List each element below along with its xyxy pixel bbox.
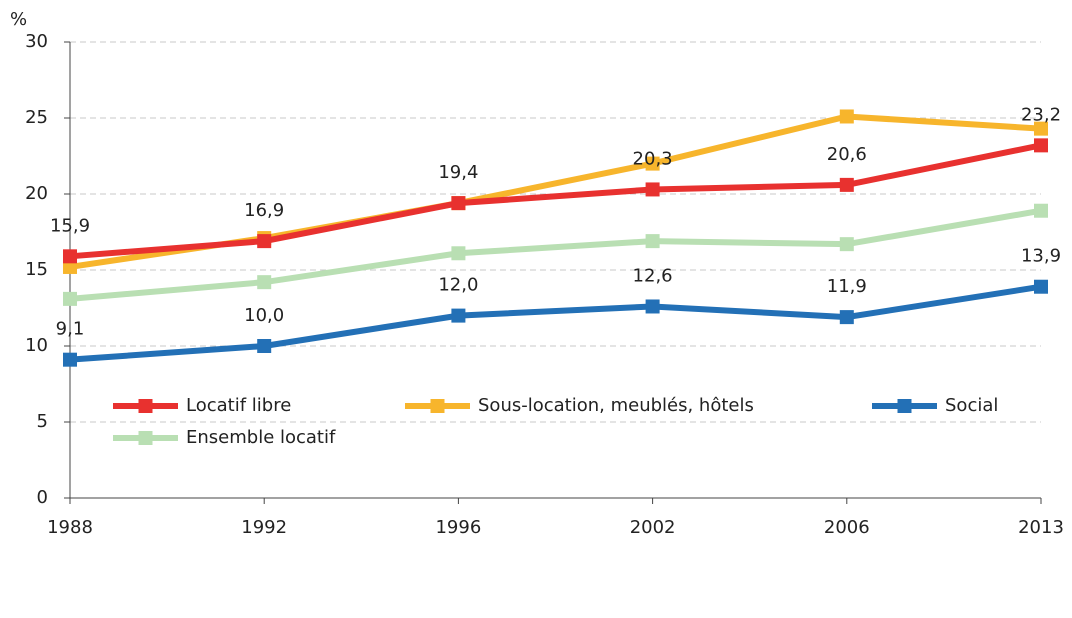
point-marker <box>1034 121 1048 136</box>
x-tick-label: 2006 <box>824 517 870 538</box>
y-axis-unit: % <box>10 9 27 30</box>
point-marker <box>1034 279 1048 294</box>
point-marker <box>645 299 660 314</box>
point-marker <box>1034 138 1048 153</box>
point-marker <box>451 196 466 211</box>
y-tick-label: 15 <box>25 259 48 280</box>
y-tick-label: 10 <box>25 335 48 356</box>
x-tick-label: 2002 <box>630 517 676 538</box>
legend-marker <box>430 399 445 413</box>
point-marker <box>63 291 77 306</box>
data-label: 13,9 <box>1021 246 1061 267</box>
x-tick-label: 1988 <box>47 517 93 538</box>
series-line <box>69 283 1042 363</box>
data-label: 23,2 <box>1021 104 1061 125</box>
series-line <box>69 142 1042 260</box>
point-marker <box>63 259 77 274</box>
data-label: 19,4 <box>438 162 478 183</box>
legend-marker <box>138 431 153 445</box>
point-marker <box>839 237 854 252</box>
point-marker <box>1034 203 1048 218</box>
legend-label: Sous-location, meublés, hôtels <box>478 395 754 416</box>
legend-label: Social <box>945 395 998 416</box>
data-label: 15,9 <box>50 215 90 236</box>
data-label: 9,1 <box>56 319 85 340</box>
point-marker <box>839 177 854 192</box>
y-tick-label: 5 <box>37 411 48 432</box>
data-label: 16,9 <box>244 200 284 221</box>
point-marker <box>839 310 854 325</box>
point-marker <box>645 156 660 171</box>
point-marker <box>257 234 272 249</box>
point-marker <box>63 249 77 264</box>
y-tick-label: 0 <box>37 487 48 508</box>
data-label: 20,3 <box>633 148 673 169</box>
legend-label: Ensemble locatif <box>186 427 336 448</box>
point-marker <box>257 275 272 290</box>
legend-label: Locatif libre <box>186 395 291 416</box>
data-label: 11,9 <box>827 276 867 297</box>
point-marker <box>451 246 466 261</box>
legend-marker <box>897 399 912 413</box>
data-label: 10,0 <box>244 305 284 326</box>
y-tick-label: 30 <box>25 31 48 52</box>
y-tick-label: 25 <box>25 107 48 128</box>
legend-marker <box>138 399 153 413</box>
x-tick-label: 1992 <box>241 517 287 538</box>
data-label: 20,6 <box>827 144 867 165</box>
series-line <box>69 207 1042 302</box>
point-marker <box>257 339 272 353</box>
data-label: 12,6 <box>633 265 673 286</box>
x-tick-label: 2013 <box>1018 517 1064 538</box>
point-marker <box>63 352 77 367</box>
y-tick-label: 20 <box>25 183 48 204</box>
point-marker <box>451 308 466 323</box>
point-marker <box>645 234 660 249</box>
x-tick-label: 1996 <box>435 517 481 538</box>
point-marker <box>839 109 854 124</box>
point-marker <box>645 182 660 197</box>
data-label: 12,0 <box>438 275 478 296</box>
